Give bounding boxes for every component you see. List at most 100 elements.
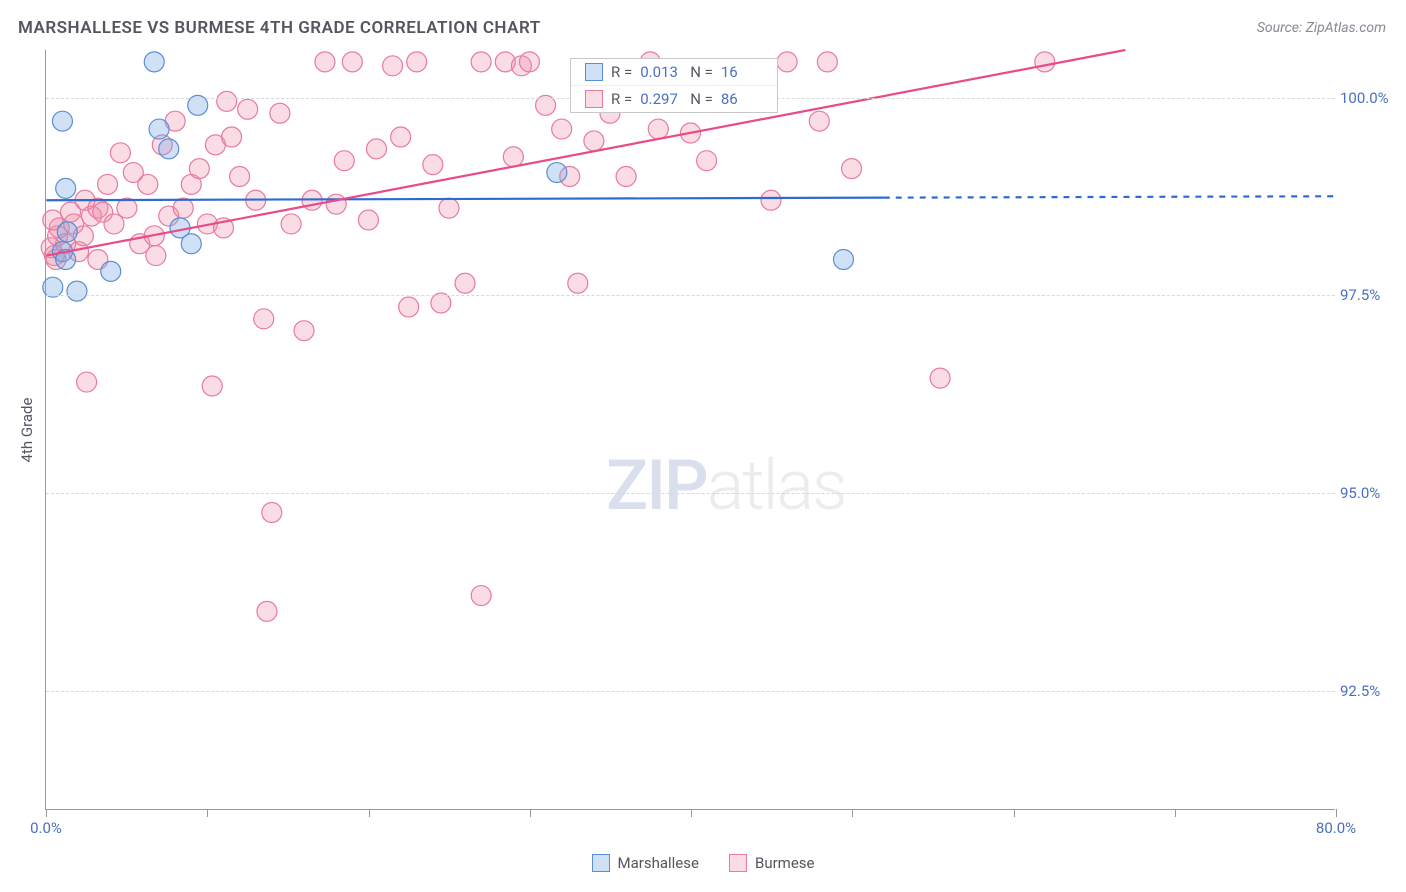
data-point — [254, 309, 274, 329]
swatch-marshallese — [585, 63, 603, 81]
data-point — [616, 167, 636, 187]
data-point — [56, 178, 76, 198]
trend-line — [884, 196, 1335, 197]
data-point — [930, 368, 950, 388]
data-point — [230, 167, 250, 187]
swatch-marshallese-icon — [592, 854, 610, 872]
plot-svg — [46, 50, 1335, 809]
x-tick — [369, 809, 370, 817]
data-point — [189, 159, 209, 179]
data-point — [519, 52, 539, 72]
data-point — [101, 261, 121, 281]
data-point — [817, 52, 837, 72]
n-label: N = — [690, 63, 713, 81]
legend-label-burmese: Burmese — [755, 854, 815, 872]
data-point — [173, 198, 193, 218]
data-point — [270, 103, 290, 123]
data-point — [503, 147, 523, 167]
x-tick — [46, 809, 47, 817]
x-tick — [530, 809, 531, 817]
data-point — [98, 174, 118, 194]
data-point — [315, 52, 335, 72]
gridline — [46, 493, 1335, 494]
data-point — [439, 198, 459, 218]
x-tick — [852, 809, 853, 817]
x-tick — [1175, 809, 1176, 817]
data-point — [366, 139, 386, 159]
data-point — [138, 174, 158, 194]
data-point — [294, 321, 314, 341]
data-point — [110, 143, 130, 163]
data-point — [471, 586, 491, 606]
data-point — [181, 234, 201, 254]
plot-area: ZIPatlas 92.5%95.0%97.5%100.0%0.0%80.0% — [45, 50, 1335, 810]
x-tick-label: 80.0% — [1316, 819, 1356, 837]
data-point — [67, 281, 87, 301]
data-point — [144, 52, 164, 72]
data-point — [77, 372, 97, 392]
swatch-burmese — [585, 90, 603, 108]
r-value-burmese: 0.297 — [640, 90, 682, 108]
data-point — [761, 190, 781, 210]
n-label: N = — [690, 90, 713, 108]
x-tick — [207, 809, 208, 817]
data-point — [257, 601, 277, 621]
y-tick-label: 95.0% — [1340, 484, 1400, 502]
series-legend: Marshallese Burmese — [0, 854, 1406, 872]
data-point — [281, 214, 301, 234]
x-tick-label: 0.0% — [30, 819, 62, 837]
y-axis-label: 4th Grade — [18, 398, 36, 463]
y-tick-label: 92.5% — [1340, 682, 1400, 700]
data-point — [809, 111, 829, 131]
x-tick — [1336, 809, 1337, 817]
n-value-burmese: 86 — [721, 90, 763, 108]
data-point — [842, 159, 862, 179]
stats-row-marshallese: R = 0.013 N = 16 — [571, 59, 777, 85]
gridline — [46, 295, 1335, 296]
data-point — [238, 99, 258, 119]
legend-label-marshallese: Marshallese — [618, 854, 699, 872]
data-point — [104, 214, 124, 234]
data-point — [57, 222, 77, 242]
data-point — [568, 273, 588, 293]
data-point — [326, 194, 346, 214]
data-point — [262, 503, 282, 523]
chart-container: MARSHALLESE VS BURMESE 4TH GRADE CORRELA… — [0, 0, 1406, 892]
chart-source: Source: ZipAtlas.com — [1257, 20, 1386, 36]
data-point — [777, 52, 797, 72]
data-point — [342, 52, 362, 72]
data-point — [159, 139, 179, 159]
legend-item-burmese: Burmese — [729, 854, 815, 872]
stats-row-burmese: R = 0.297 N = 86 — [571, 85, 777, 112]
r-label: R = — [611, 63, 632, 81]
swatch-burmese-icon — [729, 854, 747, 872]
data-point — [455, 273, 475, 293]
data-point — [358, 210, 378, 230]
data-point — [399, 297, 419, 317]
x-tick — [691, 809, 692, 817]
data-point — [833, 250, 853, 270]
data-point — [547, 163, 567, 183]
data-point — [648, 119, 668, 139]
data-point — [1035, 52, 1055, 72]
y-tick-label: 97.5% — [1340, 286, 1400, 304]
gridline — [46, 691, 1335, 692]
data-point — [407, 52, 427, 72]
data-point — [43, 277, 63, 297]
data-point — [697, 151, 717, 171]
data-point — [117, 198, 137, 218]
r-label: R = — [611, 90, 632, 108]
data-point — [423, 155, 443, 175]
data-point — [146, 246, 166, 266]
data-point — [52, 111, 72, 131]
data-point — [202, 376, 222, 396]
stats-legend: R = 0.013 N = 16 R = 0.297 N = 86 — [570, 58, 778, 113]
r-value-marshallese: 0.013 — [640, 63, 682, 81]
data-point — [391, 127, 411, 147]
trend-line — [46, 198, 883, 201]
data-point — [334, 151, 354, 171]
data-point — [217, 91, 237, 111]
data-point — [552, 119, 572, 139]
legend-item-marshallese: Marshallese — [592, 854, 699, 872]
data-point — [149, 119, 169, 139]
